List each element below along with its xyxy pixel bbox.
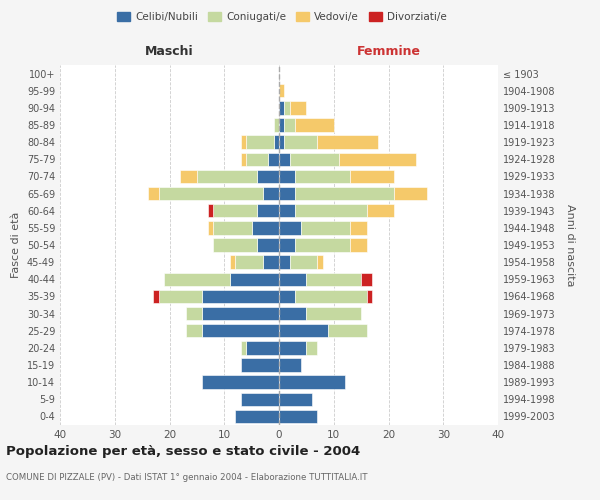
Bar	[241, 392, 279, 406]
Bar	[246, 152, 268, 166]
Bar	[164, 272, 230, 286]
Bar	[279, 324, 328, 338]
Bar	[394, 187, 427, 200]
Bar	[241, 152, 246, 166]
Bar	[295, 290, 367, 303]
Bar	[279, 307, 307, 320]
Bar	[295, 170, 350, 183]
Bar	[279, 358, 301, 372]
Bar	[284, 101, 290, 114]
Bar	[263, 256, 279, 269]
Bar	[197, 170, 257, 183]
Bar	[307, 341, 317, 354]
Bar	[279, 136, 284, 149]
Bar	[279, 101, 284, 114]
Bar	[263, 187, 279, 200]
Bar	[241, 136, 246, 149]
Bar	[268, 152, 279, 166]
Bar	[279, 84, 284, 98]
Bar	[153, 290, 158, 303]
Bar	[257, 204, 279, 218]
Text: Femmine: Femmine	[356, 45, 421, 58]
Bar	[295, 187, 394, 200]
Bar	[148, 187, 158, 200]
Bar	[361, 272, 372, 286]
Bar	[279, 152, 290, 166]
Bar	[279, 392, 312, 406]
Bar	[181, 170, 197, 183]
Bar	[257, 170, 279, 183]
Bar	[279, 204, 295, 218]
Text: Maschi: Maschi	[145, 45, 194, 58]
Bar	[235, 410, 279, 423]
Bar	[317, 256, 323, 269]
Bar	[230, 256, 235, 269]
Bar	[295, 238, 350, 252]
Text: Popolazione per età, sesso e stato civile - 2004: Popolazione per età, sesso e stato civil…	[6, 445, 360, 458]
Bar	[328, 324, 367, 338]
Bar	[317, 136, 377, 149]
Bar	[251, 221, 279, 234]
Bar	[284, 118, 295, 132]
Bar	[279, 238, 295, 252]
Bar	[295, 118, 334, 132]
Bar	[202, 376, 279, 389]
Bar	[202, 307, 279, 320]
Bar	[284, 136, 317, 149]
Bar	[186, 324, 202, 338]
Bar	[241, 358, 279, 372]
Text: COMUNE DI PIZZALE (PV) - Dati ISTAT 1° gennaio 2004 - Elaborazione TUTTITALIA.IT: COMUNE DI PIZZALE (PV) - Dati ISTAT 1° g…	[6, 472, 367, 482]
Bar	[214, 204, 257, 218]
Y-axis label: Anni di nascita: Anni di nascita	[565, 204, 575, 286]
Bar	[208, 204, 214, 218]
Bar	[246, 341, 279, 354]
Bar	[339, 152, 416, 166]
Bar	[279, 256, 290, 269]
Bar	[186, 307, 202, 320]
Bar	[279, 118, 284, 132]
Bar	[279, 290, 295, 303]
Bar	[295, 204, 367, 218]
Bar	[307, 272, 361, 286]
Bar	[235, 256, 263, 269]
Bar	[367, 204, 394, 218]
Bar	[290, 256, 317, 269]
Y-axis label: Fasce di età: Fasce di età	[11, 212, 21, 278]
Bar	[202, 324, 279, 338]
Bar	[279, 376, 345, 389]
Bar	[246, 136, 274, 149]
Bar	[290, 152, 339, 166]
Bar	[367, 290, 372, 303]
Bar	[279, 221, 301, 234]
Bar	[158, 187, 263, 200]
Bar	[274, 118, 279, 132]
Bar	[279, 272, 307, 286]
Bar	[230, 272, 279, 286]
Bar	[214, 221, 251, 234]
Bar	[241, 341, 246, 354]
Bar	[202, 290, 279, 303]
Bar	[279, 170, 295, 183]
Bar	[214, 238, 257, 252]
Bar	[274, 136, 279, 149]
Legend: Celibi/Nubili, Coniugati/e, Vedovi/e, Divorziati/e: Celibi/Nubili, Coniugati/e, Vedovi/e, Di…	[113, 8, 451, 26]
Bar	[350, 238, 367, 252]
Bar	[350, 170, 394, 183]
Bar	[208, 221, 214, 234]
Bar	[290, 101, 307, 114]
Bar	[307, 307, 361, 320]
Bar	[279, 341, 307, 354]
Bar	[301, 221, 350, 234]
Bar	[279, 187, 295, 200]
Bar	[158, 290, 202, 303]
Bar	[257, 238, 279, 252]
Bar	[279, 410, 317, 423]
Bar	[350, 221, 367, 234]
